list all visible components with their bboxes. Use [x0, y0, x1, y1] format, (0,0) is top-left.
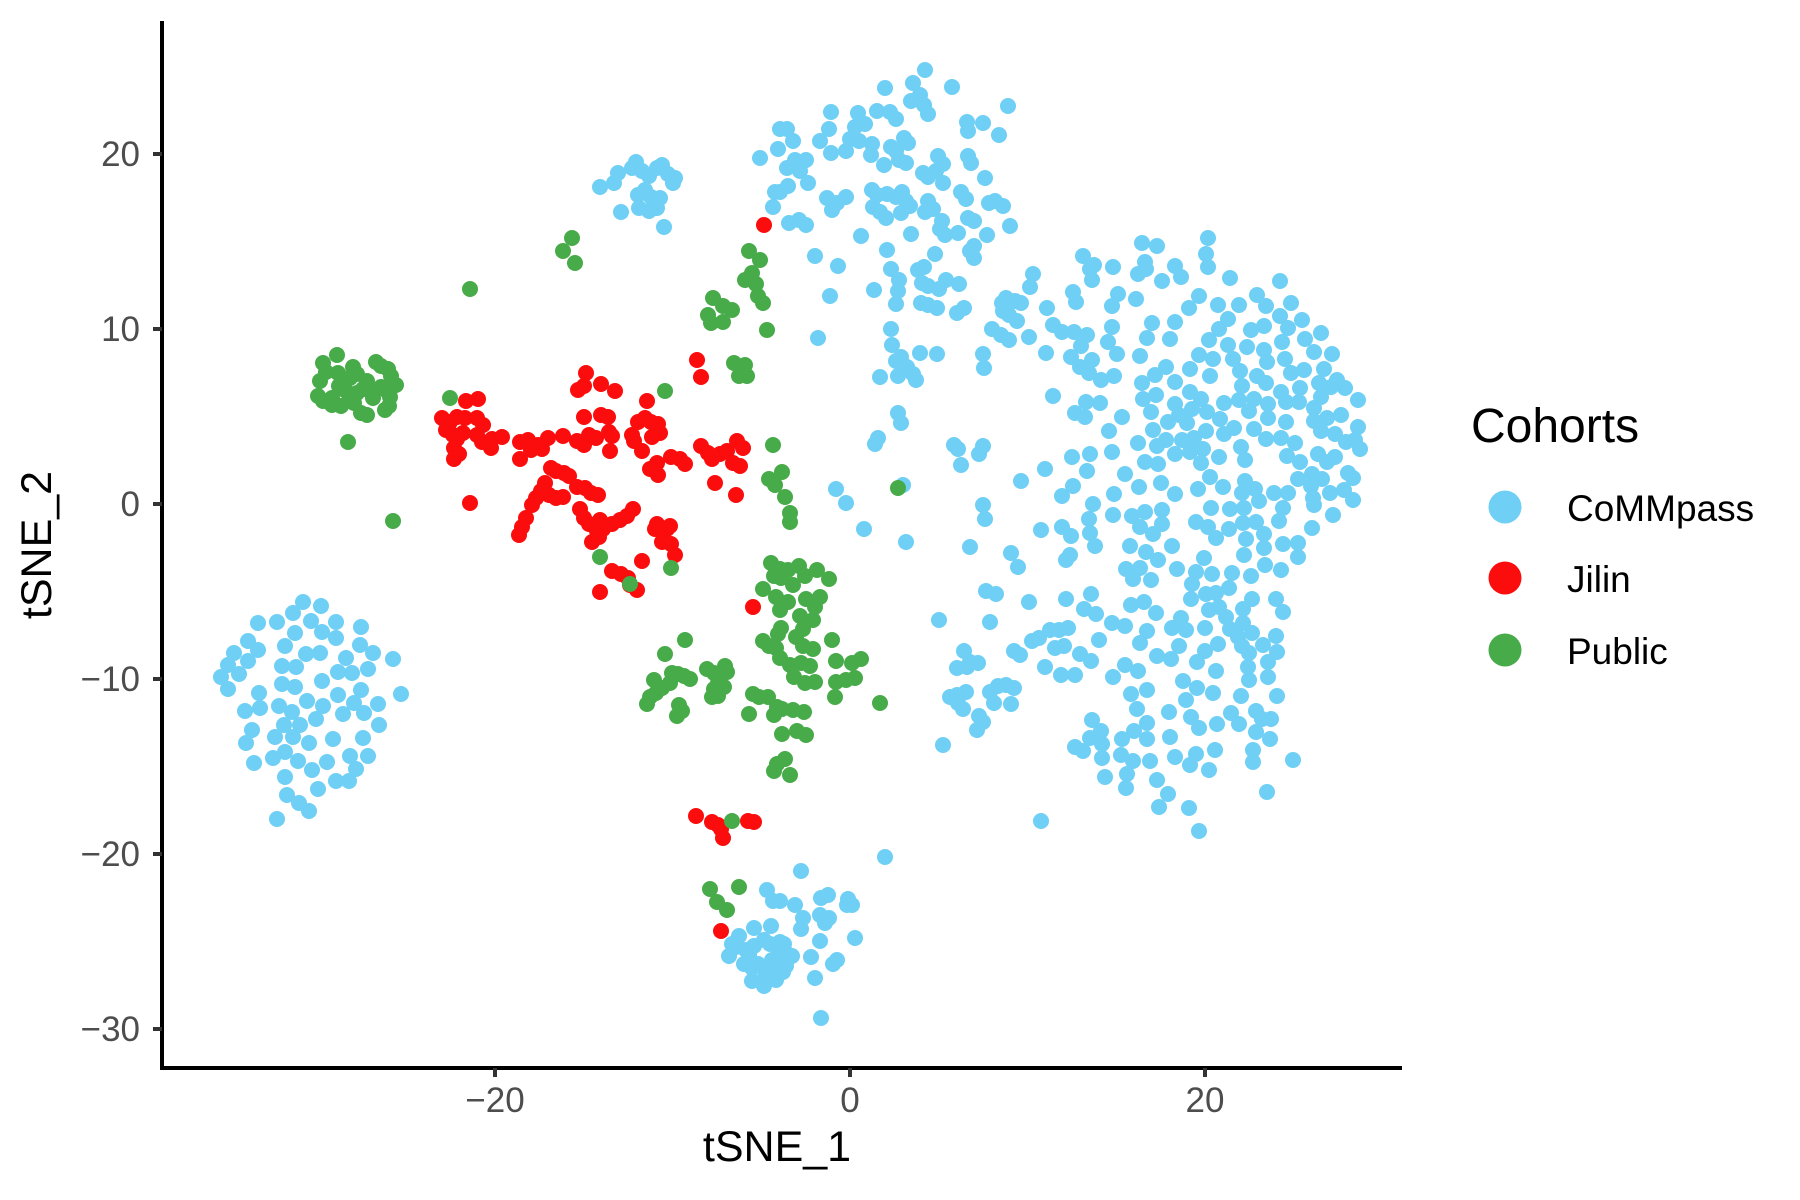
svg-text:Cohorts: Cohorts	[1471, 400, 1639, 453]
svg-text:tSNE_1: tSNE_1	[703, 1123, 851, 1171]
svg-text:CoMMpass: CoMMpass	[1567, 488, 1754, 529]
svg-text:20: 20	[1186, 1081, 1225, 1120]
svg-text:tSNE_2: tSNE_2	[13, 471, 61, 619]
svg-text:Jilin: Jilin	[1567, 559, 1631, 600]
svg-text:−10: −10	[81, 660, 140, 699]
svg-text:20: 20	[101, 135, 140, 174]
svg-text:−30: −30	[81, 1010, 140, 1049]
svg-text:0: 0	[121, 485, 140, 524]
svg-text:10: 10	[101, 310, 140, 349]
svg-text:0: 0	[840, 1081, 859, 1120]
svg-text:Public: Public	[1567, 631, 1668, 672]
svg-text:−20: −20	[465, 1081, 524, 1120]
svg-text:−20: −20	[81, 835, 140, 874]
